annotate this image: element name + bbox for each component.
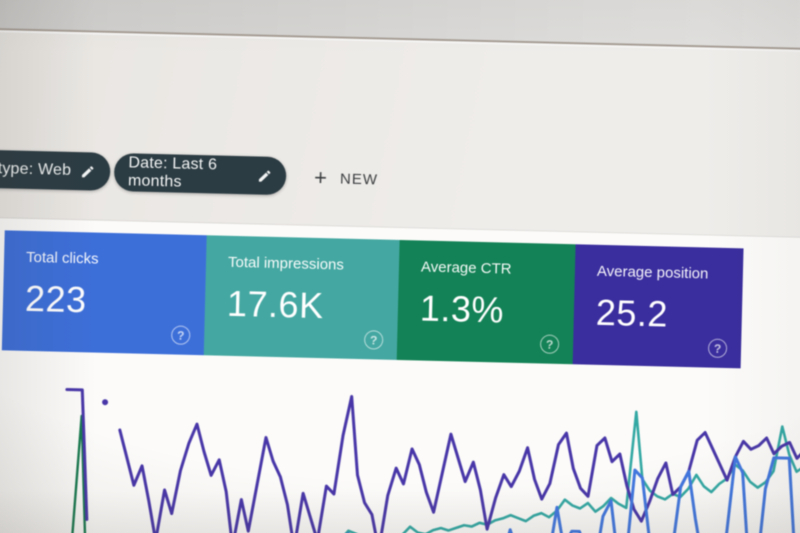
metric-value: 17.6K <box>226 282 325 327</box>
help-icon[interactable]: ? <box>707 338 728 359</box>
metric-value: 223 <box>24 277 88 321</box>
plus-icon: + <box>313 164 328 191</box>
metric-card-total-impressions[interactable]: Total impressions 17.6K ? <box>203 235 400 360</box>
metric-card-total-clicks[interactable]: Total clicks 223 ? <box>1 230 207 356</box>
metric-label: Average position <box>596 262 709 283</box>
help-icon[interactable]: ? <box>363 330 384 350</box>
help-icon[interactable]: ? <box>171 325 191 345</box>
metric-label: Average CTR <box>420 258 512 278</box>
metric-card-average-ctr[interactable]: Average CTR 1.3% ? <box>396 239 576 365</box>
new-filter-button[interactable]: + NEW <box>314 162 379 196</box>
metric-tiles-row: Total clicks 223 ? Total impressions 17.… <box>1 230 744 369</box>
date-range-filter-chip[interactable]: Date: Last 6 months <box>113 152 287 196</box>
search-type-filter-chip[interactable]: type: Web <box>0 148 111 191</box>
metric-label: Total impressions <box>227 253 345 274</box>
metric-card-average-position[interactable]: Average position 25.2 ? <box>572 244 744 369</box>
filter-chips-row: type: Web Date: Last 6 months + NEW <box>0 148 800 211</box>
search-type-filter-label: type: Web <box>0 160 72 179</box>
performance-chart: 2/24/193/10/193/24/194/7/194/21/195/5/19… <box>61 387 800 533</box>
edit-pencil-icon <box>81 165 94 177</box>
date-range-filter-label: Date: Last 6 months <box>127 154 218 191</box>
new-filter-button-label: NEW <box>339 170 379 188</box>
metric-value: 1.3% <box>419 287 505 331</box>
metric-label: Total clicks <box>25 248 99 268</box>
help-icon[interactable]: ? <box>539 334 560 354</box>
edit-pencil-icon <box>258 170 271 182</box>
performance-card: Total clicks 223 ? Total impressions 17.… <box>0 216 800 533</box>
metric-value: 25.2 <box>595 291 669 335</box>
app-surface: type: Web Date: Last 6 months + NEW Tota… <box>0 30 800 533</box>
